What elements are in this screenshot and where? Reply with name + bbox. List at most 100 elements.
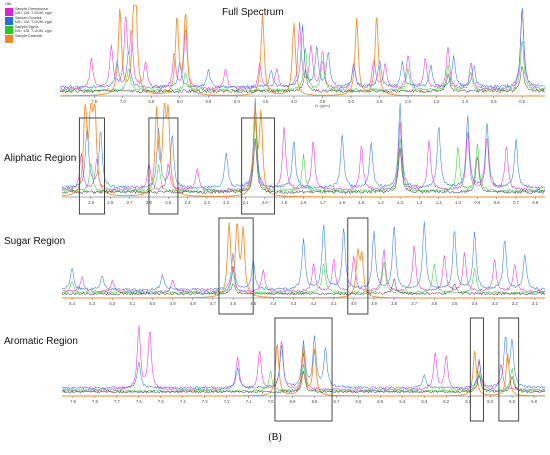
x-tick-label: 6.8 <box>312 399 318 404</box>
legend-label-greenhouse: Sample:Greenhouse <box>15 6 48 11</box>
spectrum-panel-1: 2.9 2.8 2.7 2.6 2.5 2.4 2.3 2.2 2.1 2.0 1.9 1.8 1.7 1… <box>61 98 546 215</box>
x-tick-label: 6.0 <box>177 99 183 104</box>
x-tick-label: 3.8 <box>391 301 397 306</box>
legend-params-growtek: NS= 128, T=2UM, zgpr <box>15 19 52 24</box>
x-tick-label: 3.2 <box>512 301 518 306</box>
legend-swatch-greenhouse <box>5 7 13 16</box>
x-tick-label: 6.5 <box>377 399 383 404</box>
x-tick-label: 7.9 <box>70 399 76 404</box>
x-tick-label: 3.5 <box>452 301 458 306</box>
series-line-sigma <box>61 261 546 295</box>
x-tick-label: 6.6 <box>355 399 361 404</box>
panel-title-aromatic: Aromatic Region <box>4 336 78 347</box>
x-tick-label: 4.0 <box>291 99 297 104</box>
x-tick-label: 0.0 <box>519 99 525 104</box>
series-line-reference <box>62 371 546 394</box>
x-tick-label: 7.8 <box>92 399 98 404</box>
x-tick-label: 5.2 <box>109 301 115 306</box>
highlight-box <box>274 317 333 422</box>
series-line-catechin <box>61 103 545 198</box>
legend-label-catechin: Sample:Catechin <box>15 33 43 38</box>
x-tick-label: 0.7 <box>513 200 519 205</box>
x-tick-label: 2.5 <box>165 200 171 205</box>
x-tick-label: 4.7 <box>210 301 216 306</box>
x-tick-label: 3.9 <box>371 301 377 306</box>
x-tick-label: 2.0 <box>262 200 268 205</box>
x-tick-label: 1.8 <box>301 200 307 205</box>
series-line-greenhouse <box>61 325 546 392</box>
x-tick-label: 6.9 <box>290 399 296 404</box>
series-line-reference <box>59 66 546 94</box>
series-line-reference <box>61 138 546 195</box>
x-tick-label: 4.1 <box>331 301 337 306</box>
spectrum-panel-2: 5.4 5.3 5.2 5.1 5.0 4.9 4.8 4.7 4.6 4.5 4.4 4.3 4.2 4… <box>61 217 546 315</box>
legend: HBL Sample:Greenhouse NS= 128, T=2UM, zgp… <box>5 2 52 44</box>
legend-entry-sigma: Sample:Sigma NS= 128, T=2UM, zgpr <box>5 25 52 34</box>
x-tick-label: 4.5 <box>262 99 268 104</box>
x-tick-label: 4.6 <box>230 301 236 306</box>
series-line-sigma <box>59 40 546 93</box>
x-tick-label: 7.3 <box>202 399 208 404</box>
highlight-box <box>218 217 254 315</box>
series-line-catechin <box>60 5 545 97</box>
series-line-catechin <box>62 222 545 299</box>
legend-params-sigma: NS= 128, T=2UM, zgpr <box>15 28 52 33</box>
highlight-box <box>241 117 275 215</box>
legend-entry-greenhouse: Sample:Greenhouse NS= 128, T=2UM, zgpr <box>5 6 52 16</box>
x-tick-label: 1.1 <box>436 200 442 205</box>
x-tick-label: 3.0 <box>348 99 354 104</box>
highlight-box <box>78 117 105 215</box>
x-tick-label: 3.4 <box>472 301 478 306</box>
legend-swatch-sigma <box>5 25 13 34</box>
series-line-sigma <box>61 363 546 393</box>
series-line-growtek <box>61 221 546 292</box>
x-tick-label: 1.2 <box>417 200 423 205</box>
x-tick-label: 1.7 <box>320 200 326 205</box>
x-tick-label: 3.7 <box>411 301 417 306</box>
x-tick-label: 1.5 <box>434 99 440 104</box>
legend-swatch-growtek <box>5 16 13 25</box>
x-tick-label: 5.0 <box>150 301 156 306</box>
x-tick-label: 2.5 <box>377 99 383 104</box>
x-tick-label: 6.5 <box>148 99 154 104</box>
series-line-catechin <box>62 344 546 397</box>
x-tick-label: 0.5 <box>491 99 497 104</box>
series-line-reference <box>61 278 546 296</box>
panel-title-full: Full Spectrum <box>222 7 284 18</box>
series-line-growtek <box>61 335 546 390</box>
x-tick-label: 7.5 <box>91 99 97 104</box>
x-tick-label: 0.6 <box>532 200 538 205</box>
spectrum-panel-3: 7.9 7.8 7.7 7.6 7.5 7.4 7.3 7.2 7.1 7.0 6.9 6.8 6.7 6… <box>61 317 546 422</box>
x-tick-label: 5.8 <box>531 399 537 404</box>
x-tick-label: 2.7 <box>127 200 133 205</box>
x-tick-label: 5.1 <box>130 301 136 306</box>
highlight-box <box>148 117 179 215</box>
x-tick-label: 0.8 <box>494 200 500 205</box>
x-tick-label: 1.4 <box>378 200 384 205</box>
highlight-box <box>469 317 484 422</box>
x-tick-label: 2.2 <box>223 200 229 205</box>
x-tick-label: 6.3 <box>421 399 427 404</box>
x-tick-label: 0.9 <box>474 200 480 205</box>
legend-label-growtek: Sample:Growtek <box>15 15 42 20</box>
x-tick-label: 3.5 <box>320 99 326 104</box>
highlight-box <box>498 317 520 422</box>
x-tick-label: 1.0 <box>462 99 468 104</box>
spectrum-panel-0: 7.5 7.0 6.5 6.0 5.5 5.0 4.5 4.0 3.5 3.0 2.5 2.0 1.5 1… <box>59 5 546 108</box>
x-tick-label: 4.8 <box>190 301 196 306</box>
x-tick-label: 7.7 <box>114 399 120 404</box>
x-tick-label: 5.4 <box>69 301 75 306</box>
series-line-sigma <box>61 119 546 194</box>
x-tick-label: 6.1 <box>465 399 471 404</box>
x-tick-label: 2.3 <box>204 200 210 205</box>
x-tick-label: 7.5 <box>158 399 164 404</box>
x-tick-label: 5.9 <box>509 399 515 404</box>
x-tick-label: 7.4 <box>180 399 186 404</box>
x-tick-label: 1.9 <box>281 200 287 205</box>
x-tick-label: 1.0 <box>455 200 461 205</box>
x-tick-label: 6.4 <box>399 399 405 404</box>
x-tick-label: 2.1 <box>243 200 249 205</box>
x-tick-label: 7.2 <box>224 399 230 404</box>
series-line-growtek <box>61 98 546 190</box>
